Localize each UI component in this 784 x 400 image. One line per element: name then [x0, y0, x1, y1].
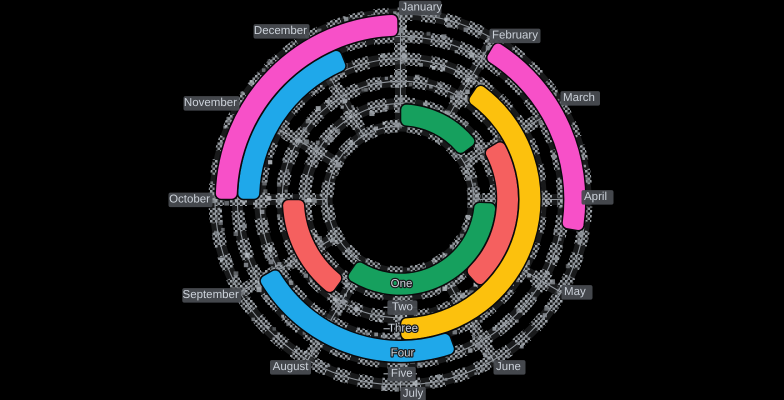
svg-text:June: June: [496, 361, 521, 373]
svg-text:September: September: [183, 289, 239, 301]
svg-text:December: December: [254, 25, 307, 37]
svg-text:July: July: [403, 388, 424, 400]
svg-text:February: February: [492, 30, 538, 42]
svg-text:October: October: [169, 193, 210, 205]
svg-text:January: January: [401, 2, 442, 14]
svg-text:November: November: [184, 97, 237, 109]
svg-text:Five: Five: [391, 368, 413, 380]
svg-text:March: March: [563, 92, 595, 104]
svg-text:One: One: [391, 278, 413, 290]
svg-text:May: May: [564, 286, 586, 298]
svg-text:August: August: [273, 361, 310, 373]
svg-text:Three: Three: [388, 323, 418, 335]
svg-text:Four: Four: [391, 347, 415, 359]
svg-text:Two: Two: [392, 301, 413, 313]
svg-text:April: April: [584, 191, 607, 203]
